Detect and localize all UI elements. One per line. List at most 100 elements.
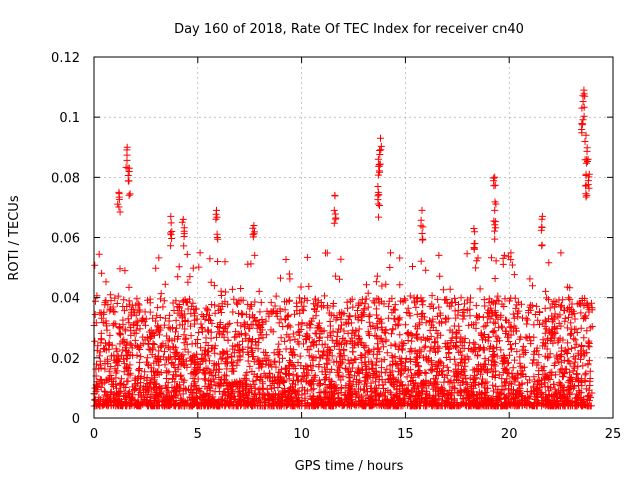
data-point bbox=[358, 312, 366, 320]
data-point bbox=[309, 378, 317, 385]
data-point bbox=[489, 328, 497, 336]
data-point bbox=[559, 395, 567, 403]
data-point bbox=[393, 393, 401, 401]
data-point bbox=[459, 308, 467, 316]
y-tick-label: 0.04 bbox=[51, 292, 80, 307]
data-point bbox=[545, 353, 553, 361]
data-point bbox=[166, 325, 174, 333]
data-point bbox=[141, 368, 149, 376]
data-point bbox=[564, 357, 572, 365]
data-point bbox=[303, 296, 311, 304]
data-point bbox=[338, 321, 345, 329]
data-point bbox=[222, 355, 230, 363]
data-point bbox=[435, 319, 443, 327]
data-point bbox=[488, 297, 496, 305]
data-point bbox=[555, 358, 563, 366]
data-point bbox=[402, 355, 410, 362]
data-point bbox=[577, 394, 585, 402]
data-point bbox=[112, 380, 120, 388]
data-point bbox=[120, 368, 128, 376]
data-point bbox=[180, 242, 188, 250]
data-point bbox=[127, 312, 135, 320]
data-point bbox=[561, 317, 569, 325]
data-point bbox=[254, 386, 262, 394]
data-point bbox=[192, 305, 200, 313]
data-point bbox=[270, 384, 278, 392]
data-point bbox=[433, 334, 441, 342]
data-point bbox=[386, 375, 394, 382]
data-point bbox=[337, 255, 345, 263]
data-point bbox=[420, 344, 428, 352]
data-point bbox=[542, 318, 550, 325]
data-point bbox=[151, 394, 159, 402]
data-point bbox=[187, 310, 195, 318]
data-point bbox=[492, 257, 500, 265]
data-point bbox=[388, 379, 395, 387]
data-point bbox=[126, 190, 134, 198]
data-point bbox=[348, 337, 356, 345]
data-point bbox=[323, 355, 331, 363]
data-point bbox=[584, 361, 592, 369]
data-point bbox=[276, 395, 284, 403]
data-point bbox=[147, 379, 155, 386]
data-point bbox=[91, 261, 99, 269]
data-point bbox=[179, 321, 186, 329]
data-point bbox=[362, 295, 370, 303]
data-point bbox=[249, 314, 257, 322]
data-point bbox=[548, 371, 556, 379]
data-point bbox=[443, 390, 451, 398]
data-point bbox=[384, 314, 392, 322]
data-point bbox=[195, 263, 203, 271]
data-point bbox=[509, 364, 517, 372]
data-point bbox=[317, 303, 325, 311]
data-point bbox=[492, 200, 500, 208]
data-point bbox=[154, 304, 162, 312]
data-point bbox=[490, 318, 498, 326]
data-point bbox=[344, 304, 351, 312]
data-point bbox=[505, 370, 513, 378]
data-point bbox=[327, 332, 335, 340]
data-point bbox=[250, 353, 258, 361]
data-point bbox=[558, 301, 565, 309]
data-point bbox=[130, 308, 138, 316]
data-point bbox=[413, 402, 420, 410]
data-point bbox=[246, 313, 253, 321]
data-point bbox=[242, 380, 249, 388]
data-point bbox=[582, 369, 590, 377]
data-point bbox=[264, 395, 272, 403]
data-point bbox=[342, 365, 350, 373]
data-point bbox=[179, 398, 186, 406]
data-point bbox=[434, 347, 442, 355]
data-point bbox=[548, 300, 556, 308]
data-point bbox=[546, 350, 554, 358]
data-point bbox=[407, 357, 415, 365]
data-point bbox=[181, 325, 189, 333]
data-point bbox=[562, 348, 570, 356]
data-point bbox=[397, 360, 405, 367]
data-point bbox=[283, 402, 291, 410]
data-point bbox=[585, 356, 593, 364]
data-point bbox=[144, 401, 151, 409]
data-point bbox=[161, 401, 169, 409]
data-point bbox=[108, 375, 116, 383]
data-point bbox=[570, 362, 578, 370]
data-point bbox=[186, 273, 194, 281]
data-point bbox=[311, 400, 319, 408]
data-point bbox=[515, 397, 523, 405]
data-point bbox=[570, 335, 578, 343]
data-point bbox=[434, 362, 442, 370]
data-point bbox=[507, 345, 515, 353]
data-point bbox=[361, 377, 369, 385]
data-point bbox=[585, 392, 593, 400]
data-point bbox=[192, 389, 200, 397]
data-point bbox=[360, 341, 368, 349]
data-point bbox=[373, 272, 381, 280]
data-point bbox=[143, 354, 151, 362]
data-point bbox=[579, 116, 587, 124]
data-point bbox=[421, 393, 429, 401]
data-point bbox=[286, 275, 294, 283]
data-point bbox=[100, 310, 108, 318]
data-point bbox=[172, 350, 180, 358]
data-point bbox=[571, 343, 579, 351]
data-point bbox=[271, 357, 279, 365]
